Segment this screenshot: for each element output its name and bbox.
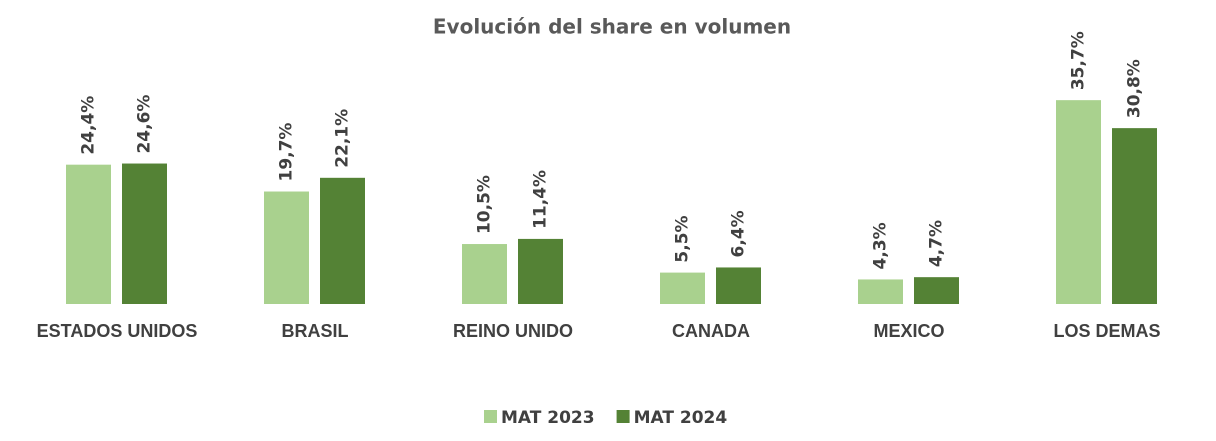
data-label: 19,7% bbox=[277, 123, 297, 182]
x-tick-label: ESTADOS UNIDOS bbox=[36, 321, 198, 341]
legend-label: MAT 2024 bbox=[634, 408, 728, 428]
bar bbox=[914, 277, 959, 304]
x-tick-label-box: BRASIL bbox=[281, 321, 349, 341]
legend-swatch bbox=[484, 410, 497, 423]
data-label: 24,6% bbox=[135, 95, 155, 154]
bar bbox=[518, 238, 563, 304]
data-label: 4,3% bbox=[871, 222, 891, 269]
bar bbox=[462, 244, 507, 304]
data-label: 24,4% bbox=[79, 96, 99, 155]
data-label: 35,7% bbox=[1069, 31, 1089, 90]
bar bbox=[660, 272, 705, 304]
bar bbox=[122, 163, 167, 304]
bar bbox=[1056, 100, 1101, 304]
bar bbox=[716, 267, 761, 304]
data-label: 5,5% bbox=[673, 215, 693, 262]
data-label: 30,8% bbox=[1125, 59, 1145, 118]
x-tick-label: LOS DEMAS bbox=[1053, 321, 1161, 341]
x-tick-label-box: CANADA bbox=[672, 321, 750, 341]
chart-title: Evolución del share en volumen bbox=[433, 15, 791, 39]
legend-label: MAT 2023 bbox=[501, 408, 595, 428]
legend-swatch bbox=[616, 410, 630, 423]
x-tick-label-box: MEXICO bbox=[873, 321, 945, 341]
data-label: 4,7% bbox=[927, 220, 947, 267]
bar bbox=[1112, 128, 1157, 304]
x-tick-label-box: LOS DEMAS bbox=[1053, 321, 1161, 341]
data-label: 22,1% bbox=[333, 109, 353, 168]
bar bbox=[66, 164, 111, 304]
bar bbox=[858, 279, 903, 304]
data-label: 11,4% bbox=[531, 170, 551, 229]
x-tick-label-box: REINO UNIDO bbox=[452, 321, 573, 341]
bar bbox=[264, 191, 309, 304]
x-tick-label: CANADA bbox=[672, 321, 750, 341]
x-tick-label: BRASIL bbox=[281, 321, 349, 341]
x-tick-label-box: ESTADOS UNIDOS bbox=[36, 321, 198, 341]
bar bbox=[320, 177, 365, 304]
data-label: 6,4% bbox=[729, 210, 749, 257]
x-tick-label: MEXICO bbox=[873, 321, 945, 341]
x-tick-label: REINO UNIDO bbox=[452, 321, 573, 341]
data-label: 10,5% bbox=[475, 175, 495, 234]
